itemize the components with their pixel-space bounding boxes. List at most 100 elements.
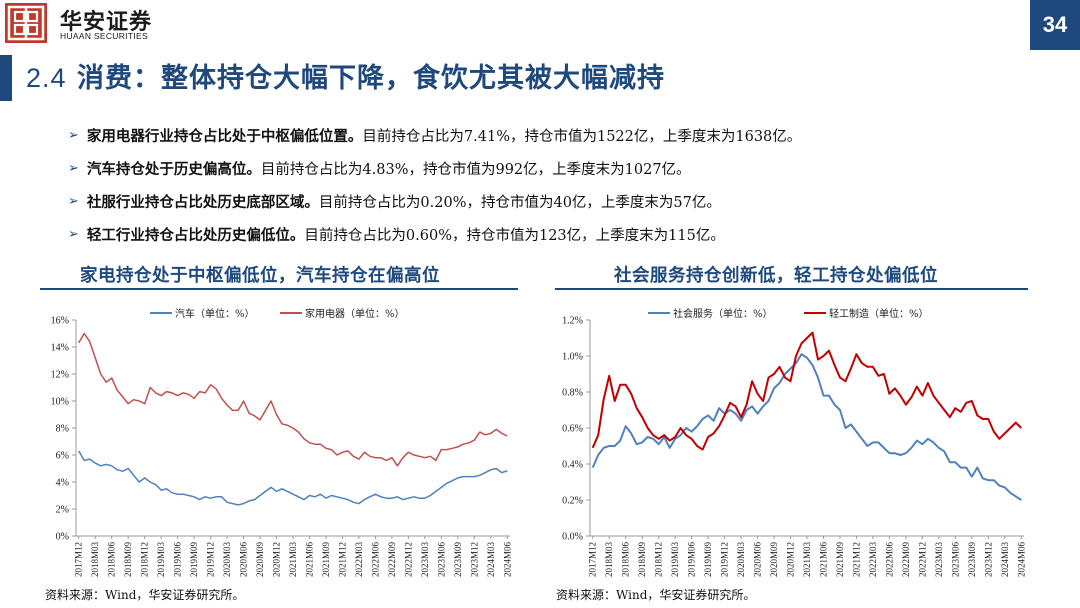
- legend-label: 轻工制造（单位：%）: [829, 307, 929, 320]
- brand-name-cn: 华安证券: [60, 9, 153, 35]
- bullet-text: 目前持仓占比为4.83%，持仓市值为992亿，上季度末为1027亿。: [260, 162, 691, 178]
- x-tick-label: 2018M12: [654, 542, 664, 577]
- page-number: 34: [1030, 0, 1080, 50]
- x-tick-label: 2022M03: [354, 542, 364, 578]
- right-chart-rule: [555, 288, 1028, 290]
- x-tick-label: 2024M03: [1000, 542, 1010, 578]
- arrow-bullet-icon: ➢: [68, 161, 79, 176]
- x-tick-label: 2018M09: [637, 542, 647, 578]
- x-tick-label: 2022M12: [403, 542, 413, 577]
- x-tick-label: 2024M06: [1016, 542, 1026, 578]
- x-tick-label: 2019M03: [670, 542, 680, 578]
- bullet-emphasis: 轻工行业持仓占比处历史偏低位。: [86, 227, 305, 244]
- series-line: [591, 353, 1022, 501]
- bullet-item: ➢ 轻工行业持仓占比处历史偏低位。 目前持仓占比为0.60%，持仓市值为123亿…: [68, 218, 1068, 251]
- y-tick-label: 0%: [56, 532, 69, 543]
- x-tick-label: 2019M03: [156, 542, 166, 578]
- x-tick-label: 2022M09: [387, 542, 397, 578]
- bullet-text: 目前持仓占比为0.20%，持仓市值为40亿，上季度末为57亿。: [318, 195, 721, 211]
- x-tick-label: 2020M06: [239, 542, 249, 578]
- x-tick-label: 2022M06: [370, 542, 380, 578]
- x-tick-label: 2019M06: [687, 542, 697, 578]
- x-tick-label: 2022M03: [868, 542, 878, 578]
- bullet-emphasis: 家用电器行业持仓占比处于中枢偏低位置。: [86, 128, 363, 145]
- bullet-item: ➢ 汽车持仓处于历史偏高位。 目前持仓占比为4.83%，持仓市值为992亿，上季…: [68, 152, 1068, 185]
- x-tick-label: 2024M03: [486, 542, 496, 578]
- x-tick-label: 2019M06: [173, 542, 183, 578]
- x-tick-label: 2023M03: [420, 542, 430, 578]
- x-tick-label: 2018M03: [604, 542, 614, 578]
- legend-label: 汽车（单位：%）: [175, 307, 255, 320]
- right-chart-title: 社会服务持仓创新低，轻工持仓处偏低位: [614, 266, 938, 286]
- y-tick-label: 0.6%: [562, 424, 583, 435]
- x-tick-label: 2023M06: [436, 542, 446, 578]
- x-tick-label: 2023M09: [453, 542, 463, 578]
- x-tick-label: 2023M09: [967, 542, 977, 578]
- x-tick-label: 2021M09: [835, 542, 845, 578]
- series-line: [591, 331, 1023, 451]
- x-tick-label: 2021M03: [288, 542, 298, 578]
- y-tick-label: 16%: [51, 316, 69, 327]
- x-tick-label: 2018M12: [140, 542, 150, 577]
- brand-name-en: HUAAN SECURITIES: [60, 31, 148, 41]
- x-tick-label: 2018M03: [90, 542, 100, 578]
- arrow-bullet-icon: ➢: [68, 227, 79, 242]
- x-tick-label: 2020M03: [736, 542, 746, 578]
- x-tick-label: 2023M03: [934, 542, 944, 578]
- left-chart-source: 资料来源：Wind，华安证券研究所。: [45, 588, 245, 602]
- x-tick-label: 2021M06: [304, 542, 314, 578]
- right-chart-source: 资料来源：Wind，华安证券研究所。: [556, 588, 756, 602]
- huaan-logo: [5, 3, 47, 43]
- x-tick-label: 2021M06: [818, 542, 828, 578]
- bullet-item: ➢ 家用电器行业持仓占比处于中枢偏低位置。 目前持仓占比为7.41%，持仓市值为…: [68, 119, 1068, 152]
- x-tick-label: 2020M03: [222, 542, 232, 578]
- x-tick-label: 2020M09: [769, 542, 779, 578]
- x-tick-label: 2023M12: [469, 542, 479, 577]
- title-text: 消费：整体持仓大幅下降，食饮尤其被大幅减持: [76, 63, 665, 94]
- x-tick-label: 2023M06: [950, 542, 960, 578]
- bullet-text: 目前持仓占比为7.41%，持仓市值为1522亿，上季度末为1638亿。: [362, 129, 802, 145]
- x-tick-label: 2021M12: [337, 542, 347, 577]
- y-tick-label: 0.8%: [562, 388, 583, 399]
- y-tick-label: 6%: [56, 451, 69, 462]
- services-lightindustry-holdings-chart: 0.0% 0.2% 0.4% 0.6% 0.8% 1.0% 1.2% 2017M12 2018M…: [562, 307, 1026, 578]
- y-tick-label: 1.0%: [562, 352, 583, 363]
- left-chart-title: 家电持仓处于中枢偏低位，汽车持仓在偏高位: [80, 266, 440, 286]
- bullet-emphasis: 汽车持仓处于历史偏高位。: [86, 161, 261, 178]
- x-tick-label: 2018M06: [107, 542, 117, 578]
- slide-title: 2.4 消费：整体持仓大幅下降，食饮尤其被大幅减持: [26, 56, 665, 95]
- y-tick-label: 1.2%: [562, 316, 583, 327]
- x-tick-label: 2018M09: [123, 542, 133, 578]
- legend-label: 家用电器（单位：%）: [305, 307, 405, 320]
- x-tick-label: 2017M12: [74, 542, 84, 577]
- y-tick-label: 2%: [56, 505, 69, 516]
- bullet-list: ➢ 家用电器行业持仓占比处于中枢偏低位置。 目前持仓占比为7.41%，持仓市值为…: [68, 119, 1068, 251]
- x-tick-label: 2019M09: [189, 542, 199, 578]
- title-accent-bar: [0, 55, 12, 101]
- x-tick-label: 2019M12: [720, 542, 730, 577]
- y-tick-label: 10%: [51, 397, 69, 408]
- x-tick-label: 2019M12: [206, 542, 216, 577]
- x-tick-label: 2023M12: [983, 542, 993, 577]
- bullet-emphasis: 社服行业持仓占比处历史底部区域。: [86, 194, 319, 211]
- left-chart-rule: [40, 288, 518, 290]
- arrow-bullet-icon: ➢: [68, 194, 79, 209]
- x-tick-label: 2020M09: [255, 542, 265, 578]
- x-tick-label: 2020M12: [272, 542, 282, 577]
- series-line: [78, 332, 508, 467]
- arrow-bullet-icon: ➢: [68, 128, 79, 143]
- x-tick-label: 2020M06: [753, 542, 763, 578]
- x-tick-label: 2024M06: [502, 542, 512, 578]
- x-tick-label: 2020M12: [786, 542, 796, 577]
- legend-label: 社会服务（单位：%）: [673, 307, 773, 320]
- y-tick-label: 14%: [51, 343, 69, 354]
- y-tick-label: 4%: [56, 478, 69, 489]
- bullet-item: ➢ 社服行业持仓占比处历史底部区域。 目前持仓占比为0.20%，持仓市值为40亿…: [68, 185, 1068, 218]
- x-tick-label: 2021M09: [321, 542, 331, 578]
- auto-appliance-holdings-chart: 0% 2% 4% 6% 8% 10% 12% 14% 16% 2017M12 2018M03 2018…: [51, 307, 513, 578]
- y-tick-label: 8%: [56, 424, 69, 435]
- y-tick-label: 12%: [51, 370, 69, 381]
- section-number: 2.4: [26, 63, 67, 93]
- series-line: [78, 450, 508, 506]
- x-tick-label: 2018M06: [621, 542, 631, 578]
